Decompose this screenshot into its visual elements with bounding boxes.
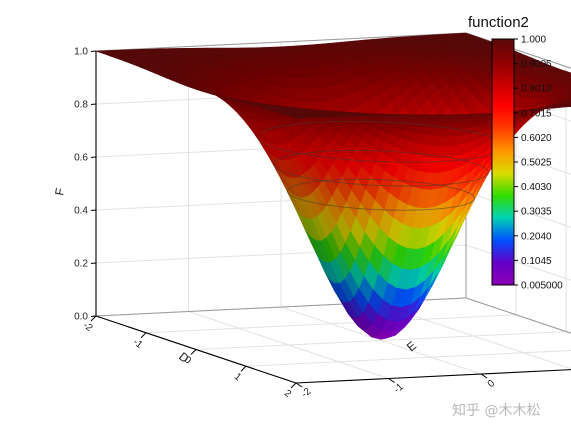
x-tick-label: 2 <box>282 388 294 400</box>
colorbar-tick-label: 0.005000 <box>521 281 563 292</box>
colorbar-tick-label: 0.8010 <box>521 84 552 95</box>
colorbar-tick-label: 0.6020 <box>521 133 552 144</box>
colorbar-tick-label: 0.4030 <box>521 182 552 193</box>
colorbar-gradient <box>491 38 515 286</box>
colorbar-tick-label: 0.9005 <box>521 59 552 70</box>
x-tick-label: 1 <box>232 371 244 383</box>
y-tick-label: -2 <box>299 386 313 400</box>
z-axis-label: F <box>52 187 67 197</box>
colorbar-tick-label: 0.2040 <box>521 231 552 242</box>
z-tick-label: 0.8 <box>74 100 88 111</box>
y-tick-label: -1 <box>392 381 406 395</box>
colorbar-tick-label: 0.7015 <box>521 108 552 119</box>
x-tick-label: 0 <box>182 354 194 366</box>
chart-title: function2 <box>468 14 529 31</box>
colorbar-tick-label: 1.000 <box>521 35 546 46</box>
colorbar-tick-label: 0.3035 <box>521 207 552 218</box>
z-tick-label: 0.6 <box>74 153 88 164</box>
surface-mesh <box>95 32 571 340</box>
plot-box-back-walls <box>95 32 571 384</box>
colorbar-tick-label: 0.5025 <box>521 158 552 169</box>
z-tick-label: 0.0 <box>74 312 88 323</box>
colorbar-tick-label: 0.1045 <box>521 256 552 267</box>
colorbar: 1.000 0.9005 0.8010 0.7015 0.6020 0.5025 0.403… <box>491 35 563 292</box>
z-tick-label: 0.2 <box>74 259 88 270</box>
y-tick-label: 0 <box>486 378 498 390</box>
z-tick-label: 0.4 <box>74 206 88 217</box>
x-tick-label: -1 <box>131 337 145 351</box>
z-tick-label: 1.0 <box>74 47 88 58</box>
watermark: 知乎 @木木松 <box>452 402 540 419</box>
